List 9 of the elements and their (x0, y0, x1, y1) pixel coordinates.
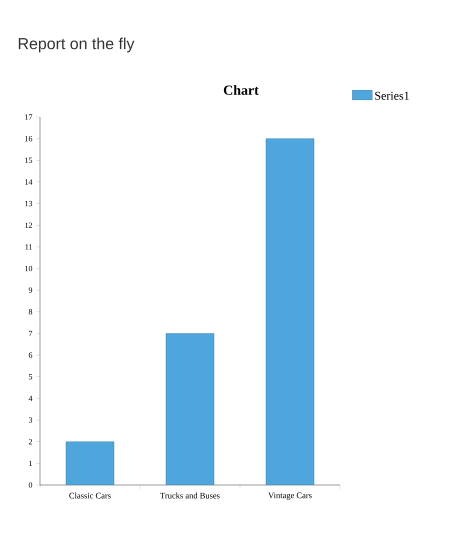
bar (66, 442, 114, 485)
x-tick-label: Vintage Cars (268, 492, 312, 500)
chart-title: Report on the fly (18, 38, 134, 52)
bar (266, 138, 314, 485)
x-tick-label: Trucks and Buses (160, 492, 220, 498)
legend-label: Series1 (375, 92, 409, 100)
x-tick-label: Classic Cars (69, 492, 111, 498)
chart-subtitle: Chart (224, 85, 259, 95)
bar (166, 333, 214, 485)
